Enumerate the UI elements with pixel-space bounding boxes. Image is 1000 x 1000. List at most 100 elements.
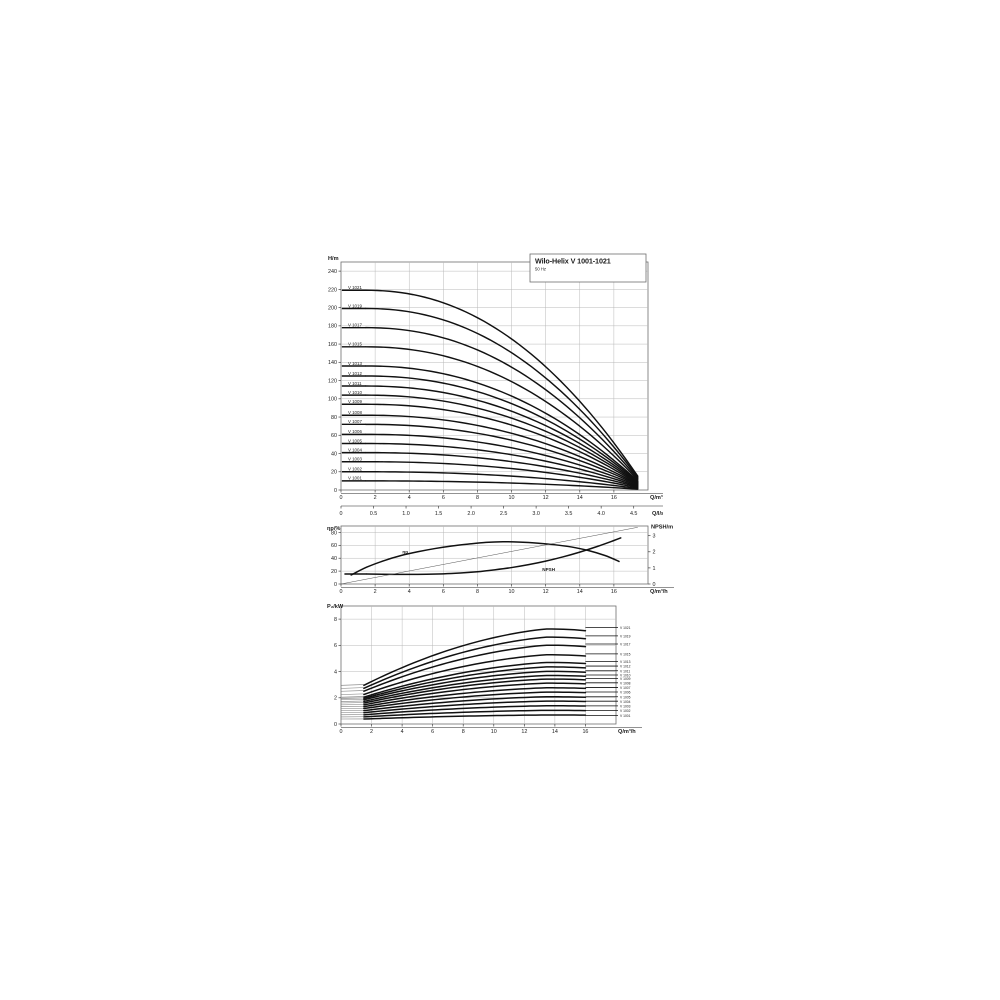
x-tick-label-ls: 3.0 [532,511,540,517]
power-leadin [340,684,364,686]
title-text: Wilo-Helix V 1001-1021 [535,257,611,266]
power-curve-label: V 1011 [620,669,630,673]
x-tick-label: 6 [442,589,445,595]
x-tick-label-ls: 0.5 [370,511,378,517]
head-curve-label: V 1010 [348,390,362,395]
npsh-label: NPSH [542,567,555,572]
head-curve [365,451,639,488]
power-curve [363,709,587,718]
power-curve-label: V 1012 [620,665,631,669]
power-curve [363,628,587,687]
x-tick-label: 6 [431,729,434,735]
x-tick-label: 10 [491,729,497,735]
x-axis-label: Q/m³/h [650,588,668,595]
x-tick-label: 10 [509,589,515,595]
y-tick-label-right: 0 [653,582,656,588]
power-curve-label: V 1009 [620,677,631,681]
x-tick-label: 4 [408,495,411,501]
subtitle-text: 50 Hz [535,267,546,272]
x-tick-label: 10 [509,495,515,501]
power-leadin [340,696,364,698]
y-tick-label: 240 [328,269,337,275]
x-tick-label: 12 [521,729,527,735]
power-chart: 0 2 4 6 8 P₂/kW 0 2 4 6 8 10 12 14 16 Q/m³/h V 1021 V 101… [327,604,642,735]
head-curve-label: V 1007 [348,419,362,424]
head-curve-label: V 1004 [348,447,362,452]
x-tick-label: 2 [370,729,373,735]
npsh-curve [365,537,622,576]
x-tick-label: 14 [577,495,583,501]
power-curve-label: V 1013 [620,660,631,664]
power-curve [363,636,587,690]
y-tick-label: 0 [334,722,337,728]
power-curve [363,644,587,692]
y-tick-label: 20 [331,569,337,575]
y-tick-label: 160 [328,342,337,348]
x-tick-label: 8 [476,495,479,501]
x-tick-label: 2 [374,589,377,595]
head-curve-label: V 1003 [348,457,362,462]
head-curve-label: V 1001 [348,476,362,481]
head-curve-label: V 1019 [348,303,362,308]
x-tick-label: 0 [340,589,343,595]
y-tick-label: 80 [331,530,337,536]
power-curve [363,678,587,704]
y-tick-label: 4 [334,669,337,675]
power-curve [363,687,587,708]
x-tick-label: 0 [340,729,343,735]
y-tick-label: 120 [328,378,337,384]
head-curve [365,414,639,486]
power-curve-label: V 1003 [620,705,631,709]
x-tick-label: 6 [442,495,445,501]
x-tick-label: 2 [374,495,377,501]
head-curve [365,433,639,487]
head-curve [365,461,639,489]
head-curve-label: V 1013 [348,361,362,366]
power-curve [363,714,587,720]
power-curve-label: V 1001 [620,714,631,718]
power-curve [363,700,587,714]
power-curve-label: V 1010 [620,674,631,678]
head-curve-label: V 1006 [348,429,362,434]
power-curve-label: V 1002 [620,709,631,713]
y-tick-label: 0 [334,488,337,494]
power-leadin [340,697,364,699]
x-tick-label: 12 [543,589,549,595]
head-curve [365,375,639,483]
head-curve [365,326,639,480]
power-curve-label: V 1017 [620,643,631,647]
x-axis-label: Q/m³/h [650,494,663,501]
y-tick-label: 60 [331,543,337,549]
y-tick-label-right: 1 [653,566,656,572]
power-curve [363,654,587,696]
y-tick-label: 8 [334,617,337,623]
head-curve [365,403,639,485]
efficiency-label: ηp [402,550,408,555]
x-tick-label-ls: 1.0 [402,511,410,517]
y-tick-label: 40 [331,556,337,562]
power-curve [363,704,587,716]
x-tick-label: 8 [462,729,465,735]
y-tick-label: 220 [328,287,337,293]
x-tick-label: 4 [401,729,404,735]
power-curve [363,674,587,703]
power-curve-label: V 1007 [620,686,631,690]
head-curve [365,480,639,490]
head-curve [365,289,639,477]
efficiency-curve [350,541,620,576]
head-curve-label: V 1012 [348,371,362,376]
efficiency-npsh-panel: 0 20 40 60 80 ηp/% 0 1 2 3 NPSH/m 0 2 4 6 8 10 12 14 16 Q/m³… [318,518,693,600]
power-curve-label: V 1006 [620,691,631,695]
power-curve-label: V 1005 [620,695,631,699]
y-tick-label: 20 [331,470,337,476]
head-curve [365,307,639,479]
x-tick-label: 8 [476,589,479,595]
head-curve [365,394,639,484]
x-tick-label-ls: 3.5 [565,511,573,517]
x-tick-label: 16 [611,589,617,595]
y-tick-label-right: 3 [653,534,656,540]
power-curve [363,666,587,700]
y-tick-label: 80 [331,415,337,421]
